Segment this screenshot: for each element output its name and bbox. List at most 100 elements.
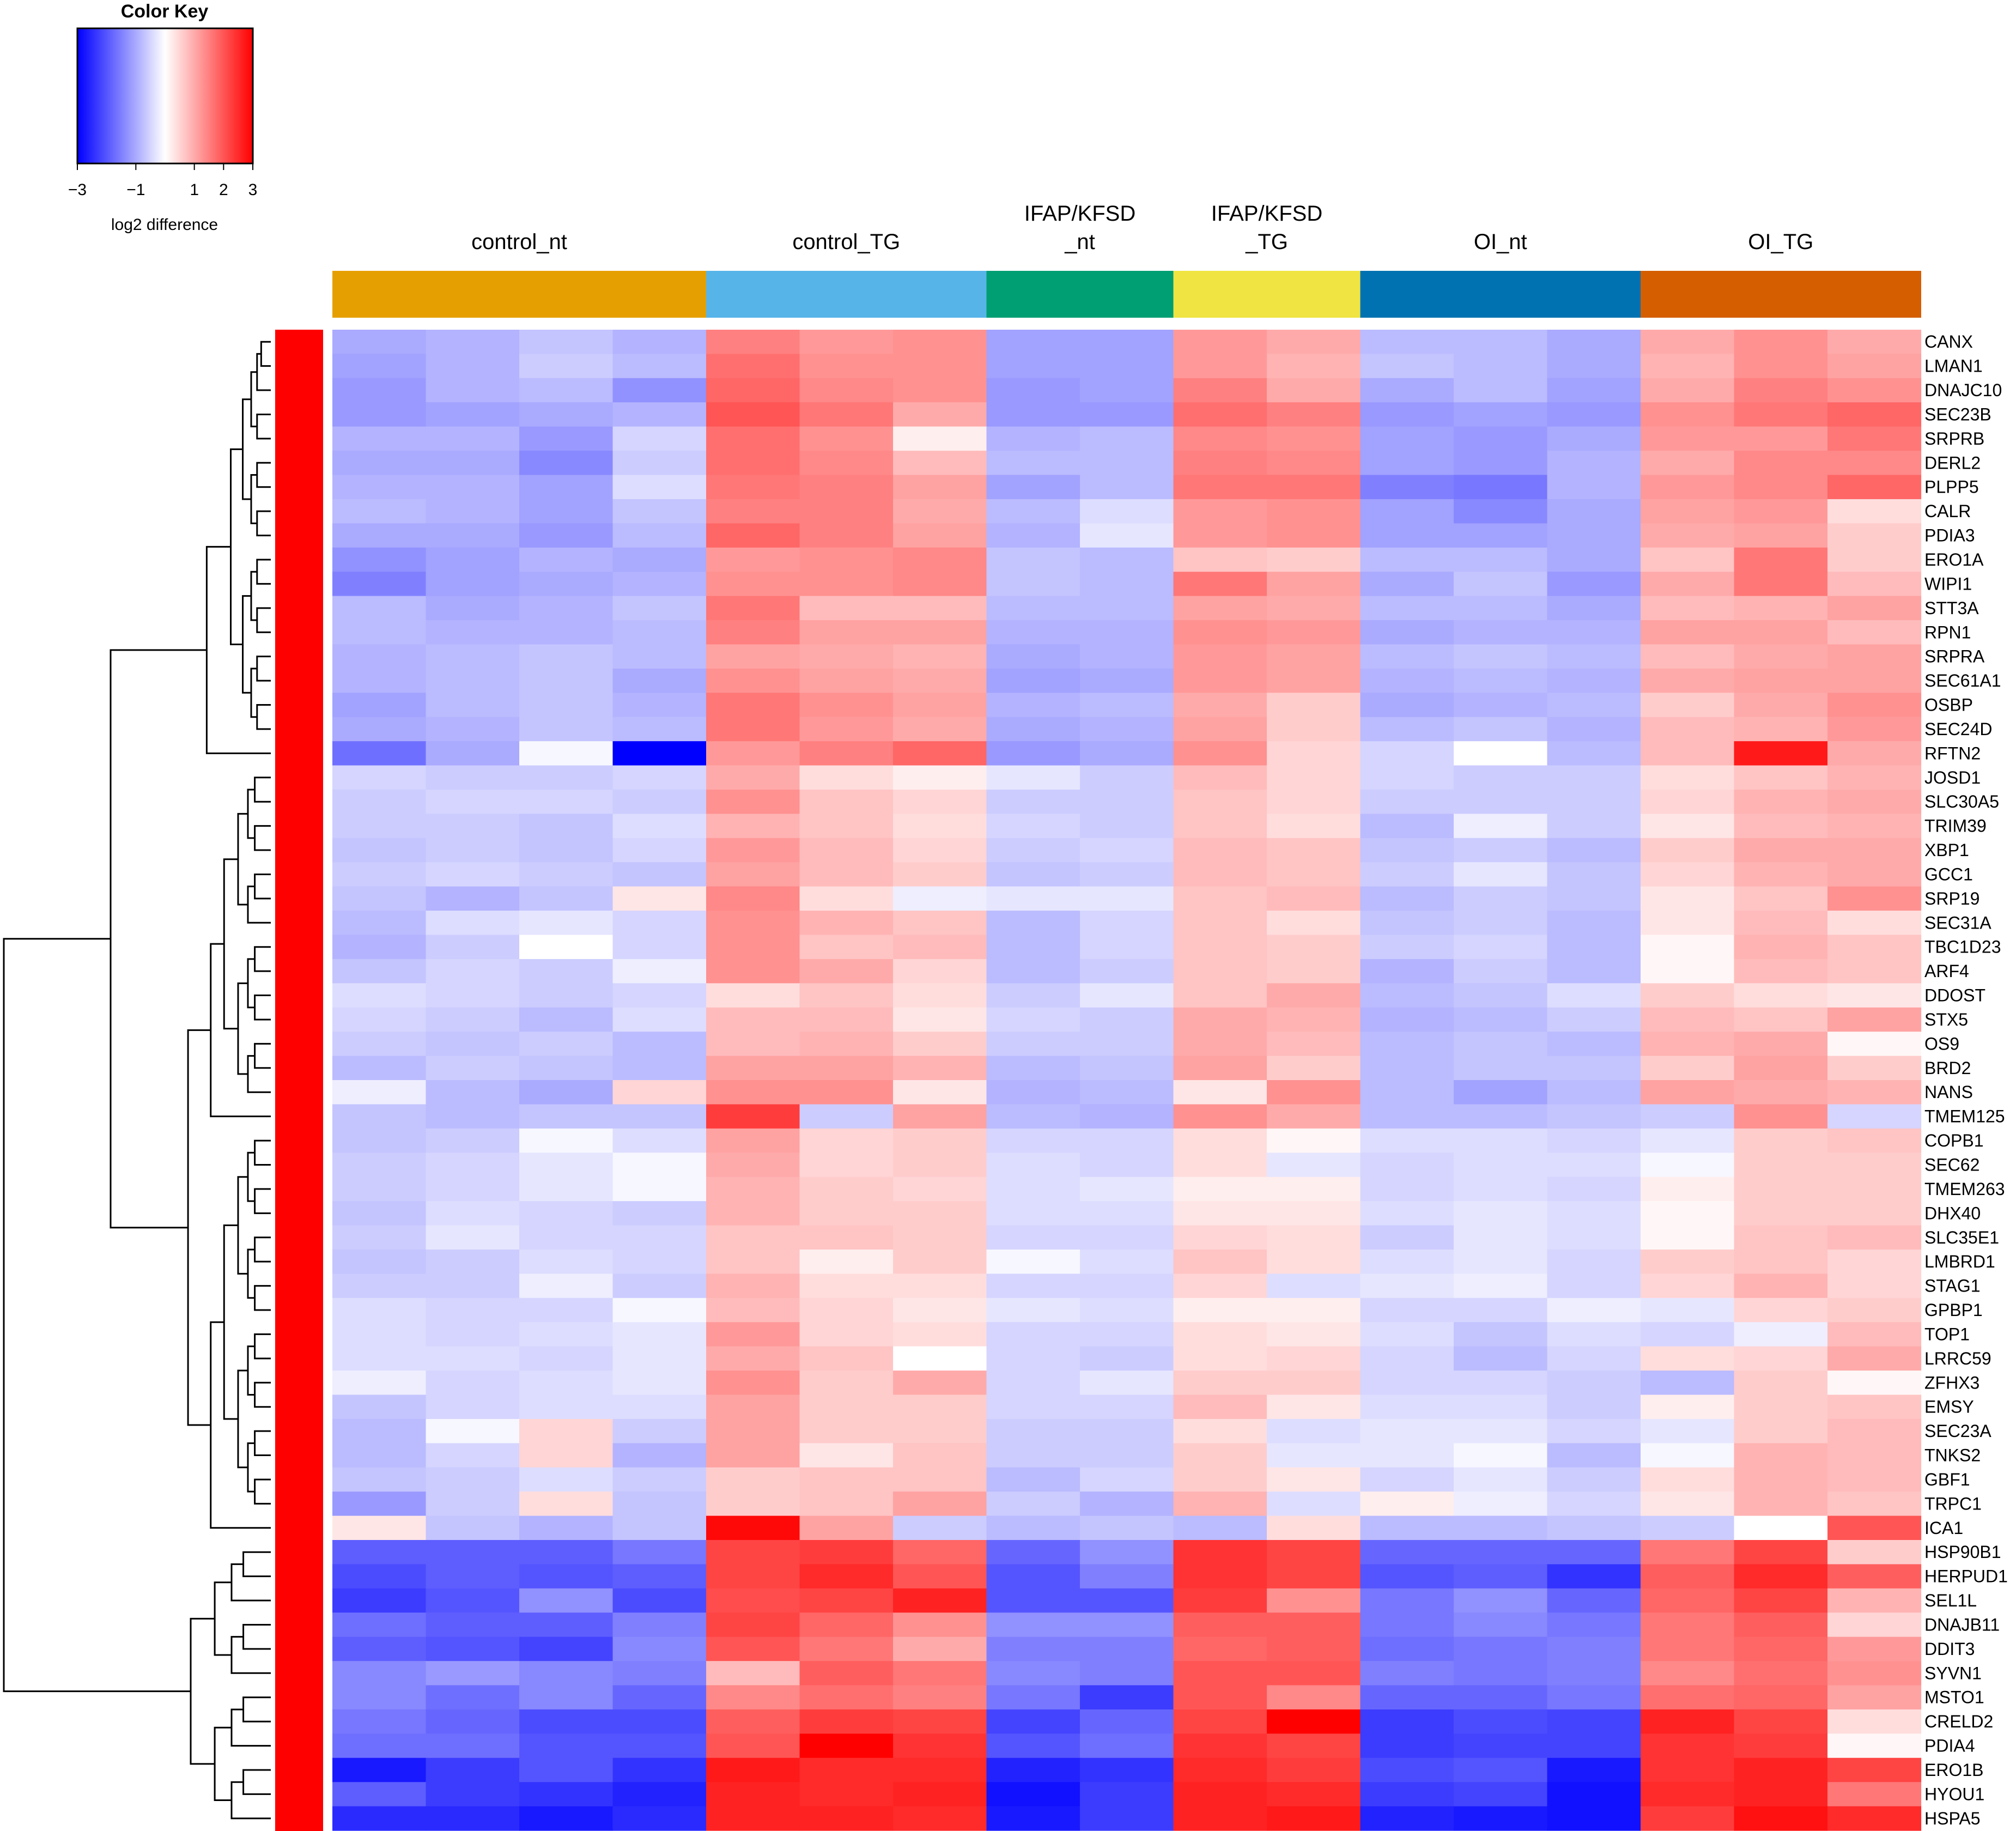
heatmap-cell-SEC24D-13	[1454, 717, 1548, 742]
heatmap-cell-ERO1A-2	[426, 547, 520, 572]
dendrogram-branch-14	[250, 668, 257, 718]
heatmap-cell-SEC23A-17	[1827, 1418, 1922, 1444]
heatmap-cell-STAG1-9	[1080, 1274, 1174, 1299]
heatmap-cell-SEC62-16	[1734, 1153, 1828, 1178]
heatmap-cell-ERO1B-11	[1267, 1757, 1361, 1783]
heatmap-cell-ERO1A-15	[1641, 547, 1735, 572]
heatmap-cell-BRD2-10	[1173, 1056, 1267, 1081]
heatmap-cell-WIPI1-15	[1641, 572, 1735, 597]
dendrogram-branch-8	[242, 398, 251, 500]
heatmap-cell-STAG1-8	[986, 1274, 1080, 1299]
heatmap-cell-SLC30A5-1	[332, 789, 427, 814]
heatmap-cell-CRELD2-17	[1827, 1709, 1922, 1734]
heatmap-cell-DDIT3-13	[1454, 1636, 1548, 1662]
heatmap-cell-SEC31A-1	[332, 911, 427, 936]
heatmap-cell-SRP19-17	[1827, 886, 1922, 911]
heatmap-cell-SEC23B-4	[612, 402, 707, 427]
heatmap-cell-OS9-2	[426, 1032, 520, 1057]
heatmap-cell-SEC31A-10	[1173, 911, 1267, 936]
heatmap-cell-GCC1-17	[1827, 862, 1922, 887]
heatmap-cell-JOSD1-3	[519, 765, 614, 790]
heatmap-cell-ICA1-13	[1454, 1515, 1548, 1541]
heatmap-cell-CRELD2-10	[1173, 1709, 1267, 1734]
heatmap-cell-DDOST-3	[519, 983, 614, 1008]
heatmap-cell-OSBP-16	[1734, 693, 1828, 718]
heatmap-cell-SRPRA-9	[1080, 644, 1174, 669]
heatmap-cell-DDOST-4	[612, 983, 707, 1008]
dendrogram-branch-55	[242, 1696, 271, 1723]
heatmap-cell-HSP90B1-15	[1641, 1540, 1735, 1565]
heatmap-cell-TRIM39-2	[426, 814, 520, 839]
heatmap-cell-ZFHX3-7	[893, 1371, 987, 1396]
heatmap-cell-OSBP-13	[1454, 693, 1548, 718]
heatmap-cell-PLPP5-12	[1360, 475, 1454, 500]
heatmap-cell-LRRC59-2	[426, 1346, 520, 1371]
heatmap-cell-LMAN1-8	[986, 354, 1080, 379]
heatmap-cell-SLC30A5-10	[1173, 789, 1267, 814]
heatmap-cell-SEC23A-9	[1080, 1418, 1174, 1444]
heatmap-cell-SEC24D-11	[1267, 717, 1361, 742]
heatmap-cell-CRELD2-11	[1267, 1709, 1361, 1734]
heatmap-cell-TRPC1-10	[1173, 1492, 1267, 1517]
heatmap-cell-DERL2-5	[706, 451, 800, 476]
heatmap-cell-DHX40-2	[426, 1201, 520, 1226]
heatmap-cell-SRPRA-1	[332, 644, 427, 669]
heatmap-cell-LRRC59-14	[1547, 1346, 1641, 1371]
heatmap-cell-DDIT3-15	[1641, 1636, 1735, 1662]
heatmap-cell-LMBRD1-13	[1454, 1249, 1548, 1274]
heatmap-cell-HYOU1-8	[986, 1782, 1080, 1807]
heatmap-cell-TNKS2-9	[1080, 1443, 1174, 1468]
heatmap-cell-BRD2-7	[893, 1056, 987, 1081]
heatmap-cell-DHX40-16	[1734, 1201, 1828, 1226]
heatmap-cell-HSPA5-13	[1454, 1806, 1548, 1831]
heatmap-cell-ZFHX3-12	[1360, 1371, 1454, 1396]
heatmap-cell-LMAN1-5	[706, 354, 800, 379]
heatmap-cell-TRIM39-12	[1360, 814, 1454, 839]
heatmap-cell-DDIT3-3	[519, 1636, 614, 1662]
heatmap-cell-CANX-8	[986, 330, 1080, 355]
dendrogram-branch-50	[242, 1551, 271, 1578]
heatmap-cell-STT3A-15	[1641, 596, 1735, 621]
heatmap-cell-TMEM125-9	[1080, 1104, 1174, 1129]
heatmap-cell-STX5-14	[1547, 1007, 1641, 1032]
heatmap-cell-HERPUD1-9	[1080, 1564, 1174, 1589]
heatmap-cell-WIPI1-3	[519, 572, 614, 597]
heatmap-cell-CALR-14	[1547, 499, 1641, 524]
heatmap-cell-JOSD1-7	[893, 765, 987, 790]
column-group-label-4-line-1: IFAP/KFSD	[1211, 202, 1323, 226]
heatmap-cell-SEC61A1-10	[1173, 668, 1267, 693]
heatmap-cell-TMEM263-8	[986, 1177, 1080, 1202]
column-group-label-1-line-1: control_nt	[471, 230, 567, 254]
heatmap-cell-TRIM39-14	[1547, 814, 1641, 839]
heatmap-cell-EMSY-7	[893, 1395, 987, 1420]
heatmap-cell-EMSY-13	[1454, 1395, 1548, 1420]
dendrogram-branch-22	[247, 886, 271, 924]
heatmap-cell-ERO1A-10	[1173, 547, 1267, 572]
heatmap-cell-MSTO1-16	[1734, 1685, 1828, 1710]
heatmap-cell-DDIT3-16	[1734, 1636, 1828, 1662]
heatmap-cell-DNAJB11-16	[1734, 1612, 1828, 1638]
heatmap-cell-SLC30A5-3	[519, 789, 614, 814]
heatmap-cell-SLC35E1-4	[612, 1225, 707, 1250]
heatmap-cell-ZFHX3-4	[612, 1371, 707, 1396]
heatmap-cell-ARF4-13	[1454, 959, 1548, 984]
heatmap-cell-TRIM39-8	[986, 814, 1080, 839]
heatmap-cell-RFTN2-10	[1173, 741, 1267, 766]
heatmap-cell-LRRC59-4	[612, 1346, 707, 1371]
heatmap-cell-HSPA5-3	[519, 1806, 614, 1831]
row-label-TOP1: TOP1	[1924, 1324, 1970, 1344]
heatmap-cell-WIPI1-12	[1360, 572, 1454, 597]
heatmap-cell-XBP1-12	[1360, 838, 1454, 863]
heatmap-cell-SEC23B-2	[426, 402, 520, 427]
heatmap-cell-GPBP1-17	[1827, 1298, 1922, 1323]
heatmap-cell-OS9-4	[612, 1032, 707, 1057]
heatmap-cell-DDIT3-1	[332, 1636, 427, 1662]
row-label-SEC24D: SEC24D	[1924, 719, 1993, 739]
heatmap-cell-DERL2-4	[612, 451, 707, 476]
heatmap-cell-LMBRD1-6	[799, 1249, 894, 1274]
heatmap-cell-SLC30A5-16	[1734, 789, 1828, 814]
heatmap-cell-TBC1D23-10	[1173, 935, 1267, 960]
row-label-PDIA4: PDIA4	[1924, 1736, 1975, 1756]
heatmap-cell-SEC62-13	[1454, 1153, 1548, 1178]
heatmap-cell-STAG1-10	[1173, 1274, 1267, 1299]
